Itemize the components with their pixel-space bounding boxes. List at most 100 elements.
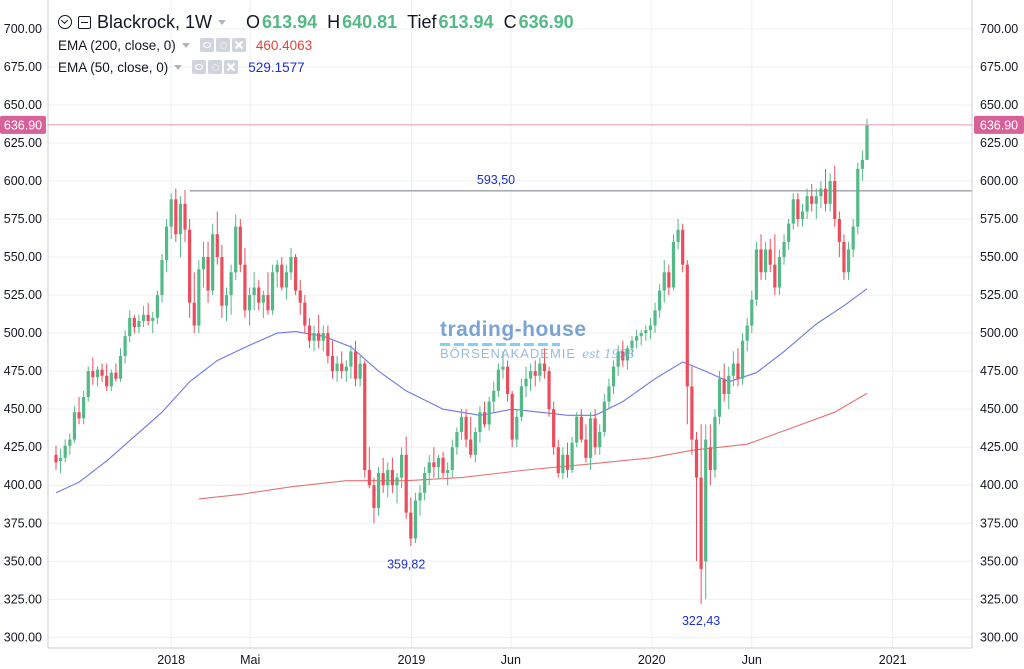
x-tick-label: 2019 (398, 653, 426, 667)
candle-body (833, 181, 837, 220)
candle-body (436, 457, 441, 467)
eye-icon[interactable] (192, 60, 207, 74)
high-value: 640.81 (342, 11, 398, 32)
watermark-title: trading-house (440, 318, 587, 341)
candle-body (653, 310, 657, 326)
candle-body (455, 432, 459, 448)
candle-body (754, 249, 759, 300)
y-tick-label-left: 650.00 (4, 98, 42, 112)
indicator-ema200[interactable]: EMA (200, close, 0) 460.4063 (58, 34, 574, 56)
candle-body (321, 333, 325, 341)
candle-body (330, 355, 335, 372)
candle-body (192, 302, 196, 326)
y-tick-label-left: 675.00 (4, 60, 42, 74)
candle-body (736, 363, 740, 379)
candle-body (667, 272, 671, 288)
axes-layer: 700.00 700.00 675.00 675.00 650.00 650.00 625.… (4, 0, 1018, 667)
minus-square-icon[interactable] (78, 15, 91, 29)
eye-icon[interactable] (199, 38, 214, 52)
candle-body (376, 473, 381, 509)
indicator-ema50[interactable]: EMA (50, close, 0) 529.1577 (58, 56, 574, 78)
y-tick-label-left: 500.00 (4, 326, 42, 340)
candle-body (114, 372, 118, 379)
chevron-circle-icon[interactable] (58, 15, 72, 29)
candle-body (851, 226, 855, 250)
candle-body (708, 447, 712, 471)
candle-body (211, 234, 215, 291)
y-tick-label-right: 550.00 (980, 250, 1018, 264)
close-icon[interactable] (224, 60, 239, 74)
candle-body (713, 416, 717, 471)
candle-body (353, 351, 358, 379)
candle-body (77, 412, 81, 419)
y-tick-label-left: 600.00 (4, 174, 42, 188)
candle-body (469, 439, 473, 455)
candle-body (307, 325, 312, 341)
candle-body (100, 369, 104, 376)
candle-body (160, 260, 164, 296)
candle-body (759, 249, 763, 273)
candle-body (510, 393, 514, 440)
y-tick-label-right: 400.00 (980, 478, 1018, 492)
watermark-academy: BÖRSENAKADEMIE (440, 346, 577, 361)
candle-body (326, 333, 330, 356)
candle-body (174, 199, 178, 235)
candle-body (777, 257, 782, 288)
candle-body (358, 363, 362, 379)
candle-body (552, 409, 556, 448)
candle-body (169, 199, 173, 227)
candle-body (229, 272, 233, 296)
candle-body (745, 325, 749, 341)
candle-body (800, 211, 805, 220)
y-tick-label-left: 400.00 (4, 478, 42, 492)
candle-body (164, 226, 169, 261)
candle-body (459, 416, 464, 432)
chevron-down-icon[interactable] (174, 64, 183, 70)
open-value: 613.94 (262, 11, 318, 32)
candle-body (404, 454, 408, 513)
candle-body (446, 470, 450, 474)
x-tick-label: 2020 (638, 653, 666, 667)
candle-body (261, 295, 265, 303)
resistance-label: 593,50 (477, 173, 515, 187)
chart-grid (48, 0, 972, 648)
candle-body (275, 264, 279, 273)
y-tick-label-right: 425.00 (980, 440, 1018, 454)
candle-body (151, 317, 155, 321)
low-label: Tief (407, 11, 437, 32)
candle-body (860, 159, 864, 169)
y-tick-label-left: 625.00 (4, 136, 42, 150)
price-badge-left (0, 115, 46, 134)
close-icon[interactable] (231, 38, 246, 52)
y-tick-label-right: 350.00 (980, 554, 1018, 568)
candle-body (704, 439, 708, 562)
candle-body (791, 199, 795, 224)
candle-body (764, 249, 768, 273)
candle-body (505, 366, 510, 394)
low-value: 613.94 (438, 11, 494, 32)
x-tick-label: 2018 (157, 653, 185, 667)
candle-body (846, 249, 851, 273)
candle-body (694, 439, 699, 478)
candle-body (671, 241, 676, 288)
last-price-line-layer: 636.90 636.90 (0, 115, 1024, 134)
symbol-title[interactable]: Blackrock, 1W (97, 11, 213, 32)
indicator-label: EMA (50, close, 0) (58, 59, 169, 75)
y-tick-label-left: 375.00 (4, 516, 42, 530)
candle-body (731, 363, 735, 376)
y-tick-label-left: 550.00 (4, 250, 42, 264)
candle-body (524, 378, 528, 387)
candle-body (648, 325, 653, 331)
candle-body (819, 188, 823, 197)
chevron-down-icon[interactable] (218, 19, 227, 25)
resistance-line-layer: 593,50 (189, 173, 972, 192)
candle-body (681, 229, 685, 265)
candle-body (593, 418, 597, 448)
watermark-est: est 1998 (582, 347, 635, 361)
y-tick-label-right: 700.00 (980, 22, 1018, 36)
gear-icon[interactable] (208, 60, 223, 74)
gear-icon[interactable] (215, 38, 230, 52)
chevron-down-icon[interactable] (181, 42, 190, 48)
low-annotation: 359,82 (387, 557, 425, 571)
